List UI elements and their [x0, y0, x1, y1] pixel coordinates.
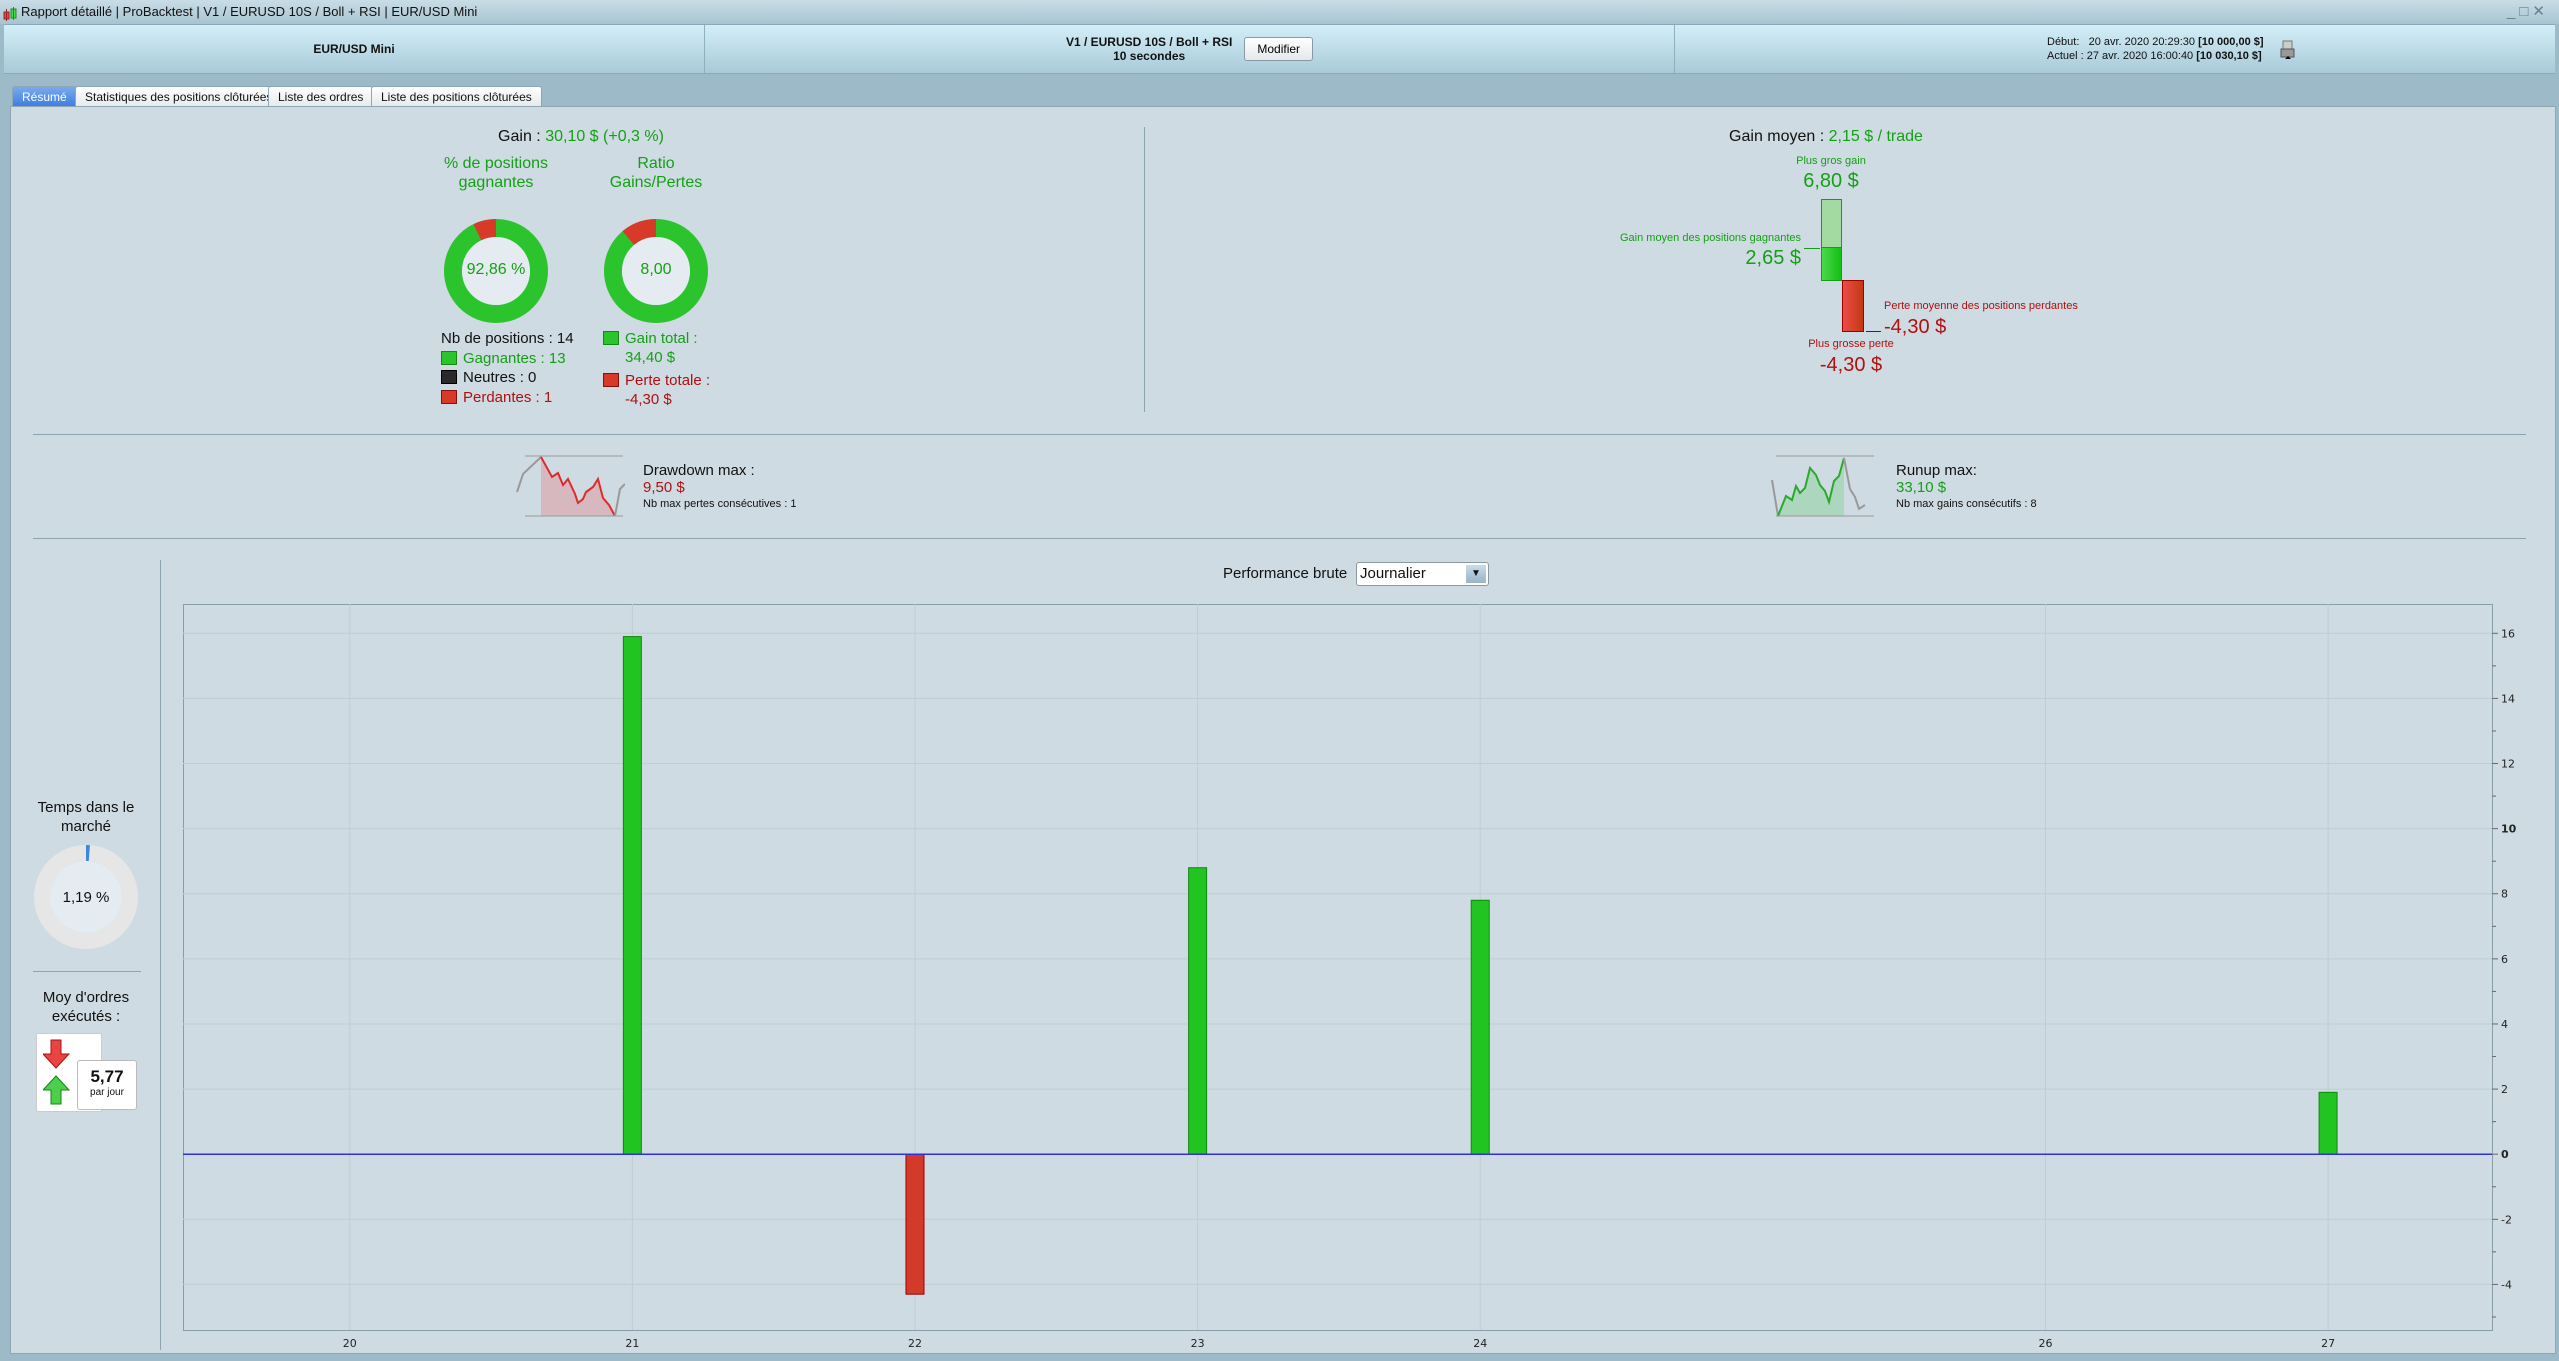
divider: [33, 434, 2526, 435]
positions-legend: Nb de positions : 14 Gagnantes : 13 Neut…: [441, 330, 574, 406]
ratio-value: 8,00: [640, 261, 672, 278]
winners-swatch: [441, 350, 457, 365]
close-button[interactable]: ✕: [2532, 3, 2549, 20]
y-tick-label: 0: [2501, 1148, 2509, 1161]
ratio-donut: [604, 219, 708, 323]
win-pct-donut: [444, 219, 548, 323]
time-in-market-value: 1,19 %: [62, 889, 110, 906]
modify-button[interactable]: Modifier: [1244, 37, 1314, 61]
avg-loss-value: -4,30 $: [1884, 316, 1947, 338]
avg-loss-label: Perte moyenne des positions perdantes: [1884, 300, 2078, 312]
losers-swatch: [441, 389, 457, 404]
period-info: Début: 20 avr. 2020 20:29:30 [10 000,00 …: [1675, 25, 2555, 73]
divider: [1144, 127, 1145, 412]
performance-chart: 20 21 22 23 24 26 27 16 14 12 10 8 6 4 2 0 -2 -4: [183, 604, 2559, 1361]
ratio-title: Ratio Gains/Pertes: [609, 155, 703, 191]
x-tick-label: 20: [343, 1337, 357, 1350]
y-tick-label: 2: [2501, 1083, 2508, 1096]
tab-closed-positions-list[interactable]: Liste des positions clôturées: [371, 86, 542, 106]
y-tick-label: 8: [2501, 888, 2508, 901]
minimize-button[interactable]: _: [2507, 3, 2520, 20]
chevron-down-icon[interactable]: ▼: [1466, 565, 1486, 583]
x-tick-label: 27: [2321, 1337, 2335, 1350]
x-tick-label: 23: [1191, 1337, 1205, 1350]
tab-closed-position-stats[interactable]: Statistiques des positions clôturées: [75, 86, 283, 106]
gain-bar: [2318, 1091, 2338, 1155]
avg-win-bar: [1821, 247, 1842, 281]
y-tick-label: -2: [2501, 1213, 2512, 1226]
time-in-market-donut: [34, 845, 138, 949]
neutral-swatch: [441, 370, 457, 384]
time-in-market-title: Temps dans le marché: [37, 799, 135, 835]
runup-sparkline-icon: [1771, 455, 1874, 517]
avg-loss-arrow-icon: [1866, 331, 1881, 332]
biggest-loss-value: -4,30 $: [1819, 354, 1883, 376]
gain-total: Gain total :34,40 $: [603, 329, 698, 367]
avg-gain: Gain moyen : 2,15 $ / trade: [1729, 128, 1923, 145]
timeframe: 10 secondes: [1113, 49, 1186, 63]
avg-win-label: Gain moyen des positions gagnantes: [1619, 232, 1801, 244]
x-tick-label: 26: [2038, 1337, 2052, 1350]
tab-orders-list[interactable]: Liste des ordres: [268, 86, 374, 106]
app-logo-icon: [3, 5, 19, 29]
window-title: Rapport détaillé | ProBacktest | V1 / EU…: [21, 4, 478, 19]
y-tick-label: 14: [2501, 692, 2515, 705]
period-select[interactable]: Journalier ▼: [1356, 562, 1489, 586]
orders-per-day-box: 5,77 par jour: [77, 1060, 137, 1110]
gain-bar: [1188, 867, 1208, 1155]
y-tick-label: 16: [2501, 627, 2515, 640]
y-tick-label: 10: [2501, 823, 2517, 836]
y-tick-label: 4: [2501, 1018, 2508, 1031]
loss-bar: [905, 1153, 925, 1295]
divider: [33, 971, 141, 972]
avg-win-arrow-icon: [1804, 248, 1820, 249]
tab-resume[interactable]: Résumé: [12, 86, 77, 106]
gain-summary: Gain : 30,10 $ (+0,3 %): [498, 128, 664, 145]
biggest-gain-label: Plus gros gain: [1796, 155, 1866, 167]
avg-loss-bar: [1842, 280, 1864, 332]
biggest-gain-value: 6,80 $: [1803, 170, 1859, 192]
win-pct-title: % de positions gagnantes: [443, 155, 549, 191]
biggest-gain-bar: [1821, 199, 1842, 248]
plot-area: [183, 604, 2493, 1331]
y-tick-label: 12: [2501, 758, 2515, 771]
gain-bar: [1470, 899, 1490, 1155]
strategy-info: V1 / EURUSD 10S / Boll + RSI 10 secondes …: [705, 25, 1675, 73]
divider: [160, 560, 161, 1350]
y-tick-label: -4: [2501, 1278, 2512, 1291]
y-tick-label: 6: [2501, 953, 2508, 966]
instrument-name: EUR/USD Mini: [4, 25, 705, 73]
x-tick-label: 24: [1473, 1337, 1487, 1350]
nb-positions: Nb de positions : 14: [441, 330, 574, 347]
buy-sell-arrows-icon: [43, 1039, 71, 1105]
performance-label: Performance brute: [1223, 565, 1348, 582]
drawdown-info: Drawdown max :9,50 $ Nb max pertes conséc…: [643, 462, 797, 510]
avg-win-value: 2,65 $: [1745, 247, 1801, 269]
x-tick-label: 21: [625, 1337, 639, 1350]
runup-info: Runup max: 33,10 $ Nb max gains consécutif…: [1896, 462, 2037, 510]
win-pct-value: 92,86 %: [466, 261, 526, 278]
divider: [33, 538, 2526, 539]
x-tick-label: 22: [908, 1337, 922, 1350]
gain-bar: [622, 636, 642, 1155]
header-panel: EUR/USD Mini V1 / EURUSD 10S / Boll + RS…: [4, 24, 2555, 74]
orders-per-day-title: Moy d'ordres exécutés :: [42, 989, 130, 1025]
perte-total: Perte totale : -4,30 $: [603, 371, 710, 409]
biggest-loss-label: Plus grosse perte: [1808, 338, 1894, 350]
strategy-name: V1 / EURUSD 10S / Boll + RSI: [1065, 35, 1233, 49]
drawdown-sparkline-icon: [516, 455, 625, 517]
maximize-button[interactable]: □: [2519, 3, 2533, 20]
export-icon[interactable]: [2279, 39, 2297, 64]
title-bar: Rapport détaillé | ProBacktest | V1 / EU…: [0, 0, 2559, 24]
